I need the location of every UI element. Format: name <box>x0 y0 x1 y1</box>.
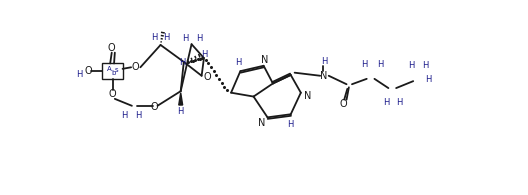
Text: H: H <box>361 60 367 69</box>
Text: O: O <box>108 43 116 53</box>
Text: O: O <box>340 99 347 109</box>
Bar <box>102 63 122 79</box>
Text: O: O <box>109 89 116 99</box>
Text: N: N <box>258 118 266 128</box>
Text: O: O <box>132 62 139 72</box>
Text: H: H <box>288 120 294 129</box>
Text: b: b <box>111 70 116 76</box>
Text: N: N <box>320 71 328 81</box>
Text: H: H <box>376 60 383 69</box>
Text: H: H <box>164 33 170 42</box>
Text: H: H <box>135 111 142 120</box>
Text: H: H <box>426 75 432 84</box>
Text: H: H <box>177 107 184 116</box>
Text: A: A <box>107 66 112 72</box>
Text: H: H <box>196 34 202 43</box>
Text: H: H <box>151 33 157 42</box>
Text: O: O <box>150 102 158 112</box>
Text: H: H <box>396 98 402 107</box>
Polygon shape <box>179 93 183 105</box>
Text: O: O <box>203 72 211 82</box>
Text: H: H <box>182 34 188 43</box>
Text: H: H <box>408 61 414 70</box>
Text: O: O <box>84 66 92 76</box>
Text: N: N <box>304 91 312 101</box>
Text: s: s <box>115 67 118 73</box>
Text: H: H <box>383 98 389 107</box>
Text: H: H <box>201 50 207 59</box>
Text: H: H <box>76 70 82 79</box>
Text: H: H <box>321 57 327 66</box>
Text: H: H <box>179 58 185 67</box>
Text: H: H <box>121 111 127 120</box>
Text: H: H <box>235 58 241 67</box>
Text: H: H <box>422 61 428 70</box>
Text: N: N <box>261 55 269 65</box>
